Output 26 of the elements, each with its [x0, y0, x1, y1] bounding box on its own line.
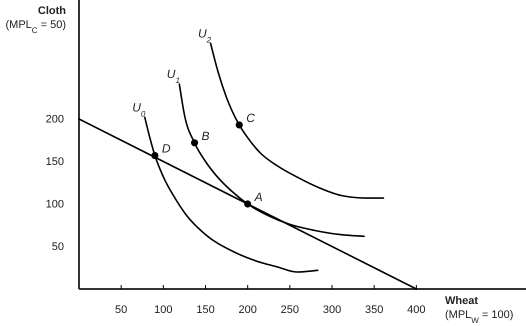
- annotation: A: [254, 190, 263, 204]
- line-series: [210, 42, 384, 199]
- x-tick-label: 350: [365, 304, 384, 316]
- y-axis-title: Cloth (MPL$_{C}$ = 50): [6, 5, 66, 34]
- y-tick-label: 100: [46, 198, 64, 211]
- x-tick-label: 100: [154, 304, 173, 316]
- x-axis-title: Wheat (MPL$_{W}$ = 100): [445, 295, 514, 324]
- y-tick-label: 150: [46, 156, 64, 168]
- x-tick-label: 200: [238, 304, 257, 316]
- point: [151, 152, 158, 160]
- series-label: U$_{0}$: [132, 100, 146, 118]
- series-label: U$_{1}$: [166, 67, 180, 85]
- y-tick-label: 50: [52, 241, 64, 254]
- y-tick-label: 200: [46, 114, 64, 126]
- annotation: D: [162, 142, 171, 156]
- annotation: C: [246, 110, 256, 125]
- annotation: B: [202, 128, 210, 143]
- point: [236, 121, 243, 129]
- series-label: U$_{2}$: [198, 26, 212, 44]
- point: [190, 139, 198, 146]
- x-tick-label: 400: [407, 304, 426, 316]
- x-tick-label: 50: [115, 304, 128, 316]
- x-tick-label: 250: [280, 304, 300, 316]
- x-tick-label: 150: [196, 304, 215, 316]
- x-tick-label: 300: [322, 304, 342, 316]
- point: [244, 200, 252, 208]
